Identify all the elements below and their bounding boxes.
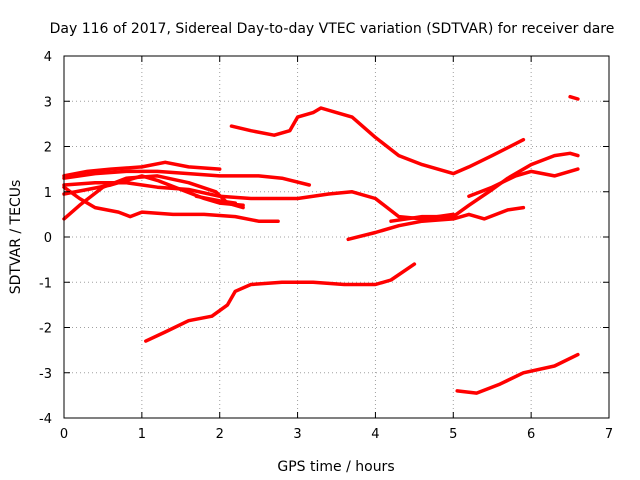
y-tick-labels: -4 -3 -2 -1 0 1 2 3 4 — [39, 50, 52, 427]
x-tick-labels: 0 1 2 3 4 5 6 7 — [60, 427, 613, 442]
series-line-track-8 — [194, 194, 238, 205]
series-line-track-1 — [62, 160, 222, 178]
ticks — [63, 55, 610, 419]
grid — [64, 56, 609, 418]
x-tick-label: 4 — [371, 427, 379, 442]
series-layer — [62, 94, 580, 395]
series-line-track-11 — [467, 167, 580, 199]
y-tick-label: 1 — [44, 186, 52, 201]
x-tick-label: 2 — [216, 427, 224, 442]
series-line-track-7 — [229, 106, 526, 176]
x-tick-label: 1 — [138, 427, 146, 442]
chart-title: Day 116 of 2017, Sidereal Day-to-day VTE… — [50, 21, 615, 37]
series-line-track-2 — [62, 169, 312, 187]
x-tick-label: 7 — [605, 427, 613, 442]
x-tick-label: 3 — [293, 427, 301, 442]
y-tick-label: 4 — [44, 50, 52, 65]
x-tick-label: 0 — [60, 427, 68, 442]
y-tick-label: 0 — [44, 231, 52, 246]
series-line-track-6 — [62, 174, 245, 221]
series-line-track-14 — [568, 94, 580, 101]
x-tick-label: 6 — [527, 427, 535, 442]
x-axis-label: GPS time / hours — [277, 459, 394, 475]
series-line-track-3 — [62, 180, 456, 221]
y-tick-label: -2 — [39, 322, 52, 337]
y-tick-label: -4 — [39, 412, 52, 427]
series-line-track-12 — [144, 262, 417, 343]
series-line-track-13 — [455, 352, 580, 395]
y-tick-label: -1 — [39, 276, 52, 291]
y-tick-label: -3 — [39, 367, 52, 382]
series-line-track-5 — [62, 185, 280, 223]
y-axis-label: SDTVAR / TECUs — [8, 180, 24, 295]
y-tick-label: 3 — [44, 95, 52, 110]
y-tick-label: 2 — [44, 141, 52, 156]
series-line-track-9 — [346, 205, 526, 242]
x-tick-label: 5 — [449, 427, 457, 442]
